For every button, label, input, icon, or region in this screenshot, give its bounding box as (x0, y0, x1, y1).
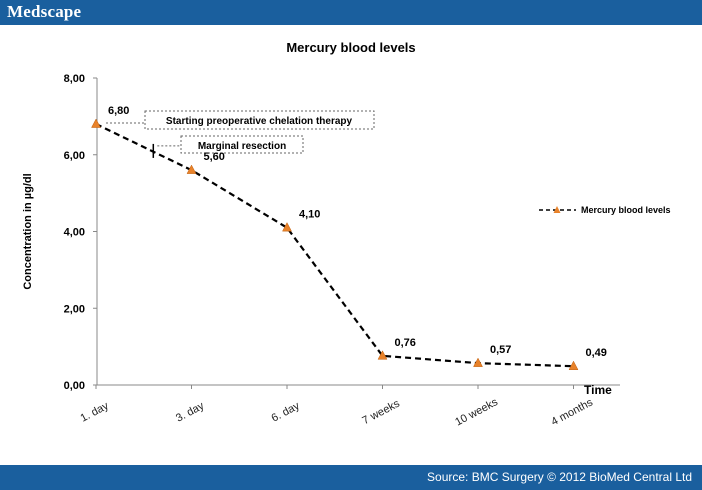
data-label: 0,57 (490, 344, 511, 356)
data-labels: 6,80 5,60 4,10 0,76 0,57 0,49 (108, 105, 607, 359)
y-tick-label: 4,00 (64, 227, 85, 239)
legend-label: Mercury blood levels (581, 205, 671, 215)
data-marker (473, 357, 483, 367)
data-label: 6,80 (108, 105, 129, 117)
data-marker (91, 118, 101, 128)
data-marker (186, 164, 197, 174)
chart-title: Mercury blood levels (286, 40, 415, 55)
series-line (95, 123, 574, 368)
axes (93, 77, 620, 389)
medscape-logo[interactable]: Medscape (7, 2, 82, 21)
x-tick-label: 7 weeks (360, 397, 402, 427)
chart: Mercury blood levels 0,00 2,00 4,00 6,00 8,0… (22, 40, 671, 429)
legend: Mercury blood levels (539, 205, 671, 215)
data-label: 0,76 (395, 337, 416, 349)
x-tick-label: 6. day (270, 400, 303, 425)
header-bar: Medscape (0, 0, 702, 25)
annotation-box (144, 110, 375, 130)
y-tick-label: 0,00 (64, 380, 85, 392)
data-marker (282, 222, 292, 232)
x-tick-label: 3. day (174, 400, 207, 425)
x-tick-labels: 1. day 3. day 6. day 7 weeks 10 weeks 4 month… (79, 396, 596, 429)
x-tick-label: 1. day (79, 400, 112, 425)
annotation-resection: Marginal resection (198, 141, 286, 152)
data-label: 5,60 (204, 151, 225, 163)
x-tick-label: 10 weeks (453, 396, 500, 429)
legend-marker (553, 206, 561, 213)
data-label: 0,49 (586, 347, 607, 359)
x-tick-label: 4 months (549, 396, 595, 428)
x-axis-label: Time (584, 383, 612, 397)
annotation-box (180, 135, 304, 154)
data-marker (377, 350, 388, 360)
footer-bar: Source: BMC Surgery © 2012 BioMed Centra… (0, 465, 702, 490)
data-label: 4,10 (299, 209, 320, 221)
annotations: Starting preoperative chelation therapy M… (106, 110, 375, 158)
series-markers (91, 118, 579, 370)
y-tick-label: 8,00 (64, 73, 85, 85)
annotation-chelation: Starting preoperative chelation therapy (166, 116, 353, 127)
y-tick-labels: 0,00 2,00 4,00 6,00 8,00 (64, 73, 85, 392)
y-tick-label: 6,00 (64, 150, 85, 162)
y-axis-label: Concentration in µg/dl (22, 173, 34, 289)
data-marker (568, 360, 579, 370)
y-tick-label: 2,00 (64, 303, 85, 315)
source-credit: Source: BMC Surgery © 2012 BioMed Centra… (427, 470, 692, 484)
